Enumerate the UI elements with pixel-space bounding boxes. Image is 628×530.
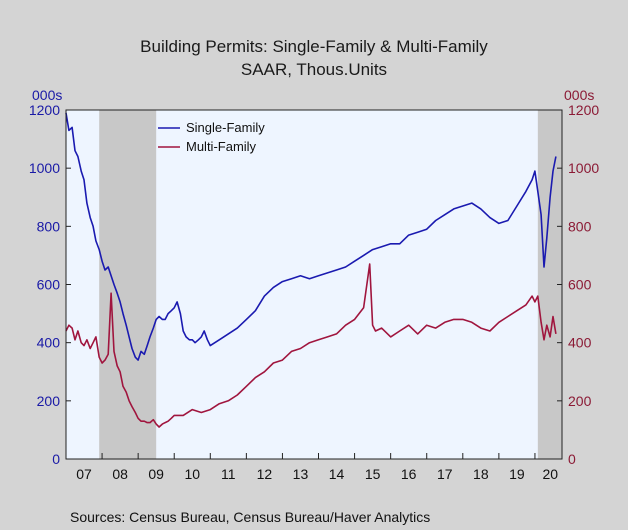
x-tick-label: 16 — [401, 466, 417, 482]
legend-label-single-family: Single-Family — [186, 120, 265, 135]
y-tick-label-right: 800 — [568, 218, 592, 234]
y-tick-label-right: 0 — [568, 451, 576, 467]
left-axis-unit-label: 000s — [32, 87, 62, 103]
x-tick-label: 09 — [148, 466, 164, 482]
x-tick-label: 08 — [112, 466, 128, 482]
y-tick-label-left: 600 — [37, 277, 61, 293]
x-tick-label: 11 — [221, 466, 236, 482]
y-tick-label-left: 0 — [52, 451, 60, 467]
y-tick-label-left: 800 — [37, 218, 61, 234]
x-tick-label: 07 — [76, 466, 92, 482]
y-tick-label-right: 400 — [568, 335, 592, 351]
chart-title: Building Permits: Single-Family & Multi-… — [140, 37, 488, 56]
y-tick-label-left: 1200 — [29, 102, 60, 118]
x-tick-label: 14 — [329, 466, 345, 482]
series-line-single-family — [65, 112, 557, 361]
source-note: Sources: Census Bureau, Census Bureau/Ha… — [70, 509, 430, 525]
y-tick-label-left: 400 — [37, 335, 61, 351]
plot-frame — [65, 109, 563, 460]
right-axis-unit-label: 000s — [564, 87, 594, 103]
x-tick-label: 18 — [473, 466, 489, 482]
y-tick-label-right: 1200 — [568, 102, 599, 118]
chart-subtitle: SAAR, Thous.Units — [241, 60, 387, 79]
y-tick-label-right: 200 — [568, 393, 592, 409]
x-tick-label: 17 — [437, 466, 453, 482]
series-lines — [65, 112, 557, 428]
x-tick-label: 19 — [509, 466, 525, 482]
x-tick-label: 13 — [293, 466, 309, 482]
legend-label-multi-family: Multi-Family — [186, 139, 257, 154]
recession-band-1 — [99, 110, 157, 459]
y-tick-label-right: 600 — [568, 277, 592, 293]
legend: Single-Family Multi-Family — [158, 120, 265, 154]
x-tick-label: 15 — [365, 466, 381, 482]
x-axis-ticks: 07 08 09 10 11 12 13 14 15 16 17 18 19 20 — [65, 453, 558, 482]
series-line-multi-family — [65, 263, 557, 428]
y-tick-label-left: 1000 — [29, 160, 60, 176]
x-tick-label: 10 — [184, 466, 200, 482]
x-tick-label: 12 — [257, 466, 273, 482]
y-tick-label-left: 200 — [37, 393, 61, 409]
y-axis-ticks: 0 0 200 200 400 400 600 600 800 800 1000 1000 1200 12… — [29, 102, 600, 467]
x-tick-label: 20 — [542, 466, 558, 482]
y-tick-label-right: 1000 — [568, 160, 599, 176]
